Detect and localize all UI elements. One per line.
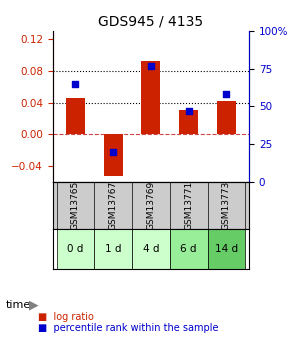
Text: 4 d: 4 d [143,244,159,254]
Bar [179,110,198,134]
Bar [104,134,122,176]
Text: ■  percentile rank within the sample: ■ percentile rank within the sample [38,323,219,333]
FancyBboxPatch shape [170,229,207,269]
Text: GSM13765: GSM13765 [71,181,80,230]
Bar [66,98,85,134]
Point [224,92,229,97]
Text: GSM13767: GSM13767 [109,181,118,230]
Bar [142,61,160,134]
Text: GSM13773: GSM13773 [222,181,231,230]
Text: ▶: ▶ [29,299,39,312]
Text: 1 d: 1 d [105,244,121,254]
Text: time: time [6,300,31,310]
Point [149,63,153,69]
Text: 6 d: 6 d [180,244,197,254]
Bar [217,101,236,134]
Title: GDS945 / 4135: GDS945 / 4135 [98,14,203,29]
Text: GSM13771: GSM13771 [184,181,193,230]
Text: GSM13769: GSM13769 [146,181,155,230]
FancyBboxPatch shape [94,229,132,269]
Point [111,149,115,155]
FancyBboxPatch shape [57,229,94,269]
Text: ■  log ratio: ■ log ratio [38,313,94,322]
Point [73,81,78,87]
FancyBboxPatch shape [132,229,170,269]
FancyBboxPatch shape [207,229,245,269]
Text: 14 d: 14 d [215,244,238,254]
Point [186,108,191,114]
Text: 0 d: 0 d [67,244,84,254]
